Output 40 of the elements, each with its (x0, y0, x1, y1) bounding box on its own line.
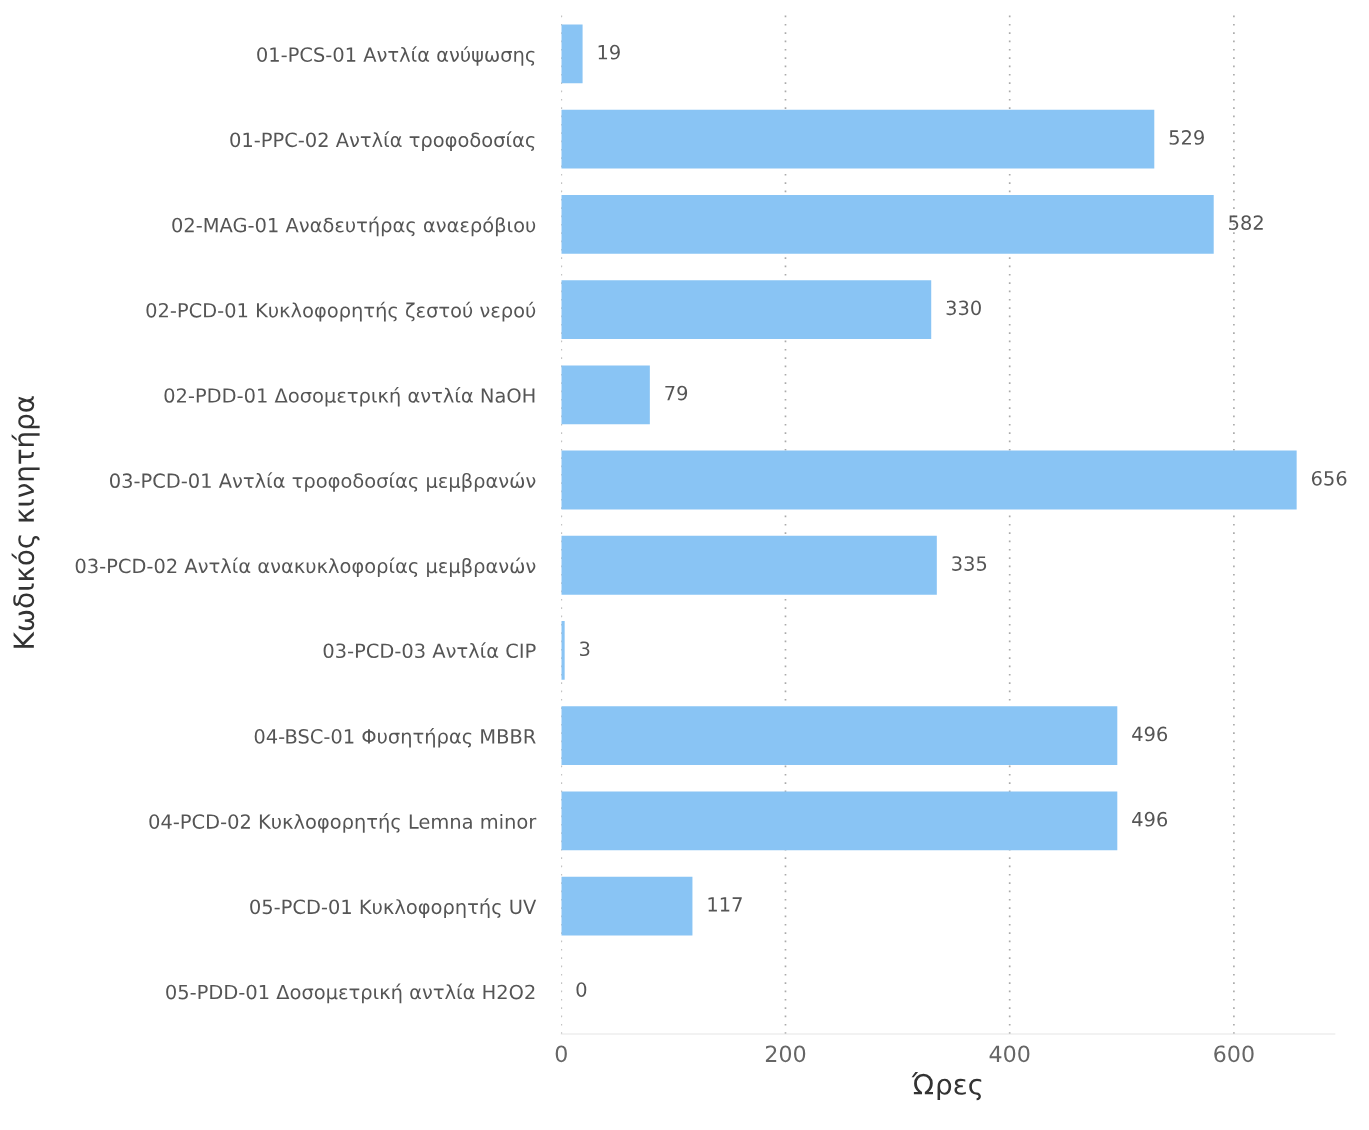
bar (561, 109, 1155, 169)
data-label: 330 (946, 300, 981, 316)
y-tick-label: 03-PCD-01 Αντλία τροφοδοσίας μεμβρανών (110, 472, 536, 492)
data-label: 496 (1132, 811, 1168, 827)
y-tick-label: 03-PCD-02 Αντλία ανακυκλοφορίας μεμβρανών (75, 557, 536, 578)
data-label: 656 (1311, 470, 1347, 486)
bar (561, 706, 1118, 766)
data-label: 496 (1132, 726, 1168, 742)
y-tick-label: 05-PDD-01 Δοσομετρική αντλία H2O2 (166, 983, 535, 1004)
y-tick-label: 01-PPC-02 Αντλία τροφοδοσίας (230, 131, 535, 151)
bar (561, 791, 1118, 851)
data-label: 582 (1229, 215, 1263, 230)
y-axis-title: Κωδικός κινητήρα (11, 396, 40, 648)
bar (561, 450, 1297, 510)
x-tick-label: 0 (555, 1045, 567, 1063)
x-axis-title: Ώρες (911, 1072, 982, 1101)
x-tick-label: 400 (989, 1045, 1030, 1063)
data-label: 0 (576, 982, 587, 997)
y-tick-label: 04-PCD-02 Κυκλοφορητής Lemna minor (149, 813, 537, 833)
data-label: 19 (598, 44, 620, 60)
bar (561, 876, 693, 936)
y-tick-label: 02-PDD-01 Δοσομετρική αντλία NaOH (164, 387, 535, 407)
bar (561, 280, 932, 339)
y-tick-label: 03-PCD-03 Αντλία CIP (323, 642, 536, 659)
y-tick-label: 01-PCS-01 Αντλία ανύψωσης (257, 46, 535, 66)
data-label: 79 (665, 385, 688, 401)
bar (561, 365, 650, 425)
y-tick-label: 05-PCD-01 Κυκλοφορητής UV (250, 898, 537, 918)
data-label: 335 (952, 556, 987, 571)
bar (561, 535, 937, 595)
x-tick-label: 600 (1214, 1045, 1254, 1063)
x-tick-label: 200 (765, 1045, 806, 1063)
y-tick-label: 02-PCD-01 Κυκλοφορητής ζεστού νερού (146, 301, 536, 322)
bar (561, 194, 1214, 254)
bar (561, 24, 583, 84)
y-tick-label: 02-MAG-01 Αναδευτήρας αναερόβιου (172, 216, 536, 237)
data-label: 3 (580, 641, 590, 657)
data-label: 117 (708, 897, 742, 912)
y-tick-label: 04-BSC-01 Φυσητήρας MBBR (254, 727, 536, 748)
data-label: 529 (1169, 130, 1204, 145)
